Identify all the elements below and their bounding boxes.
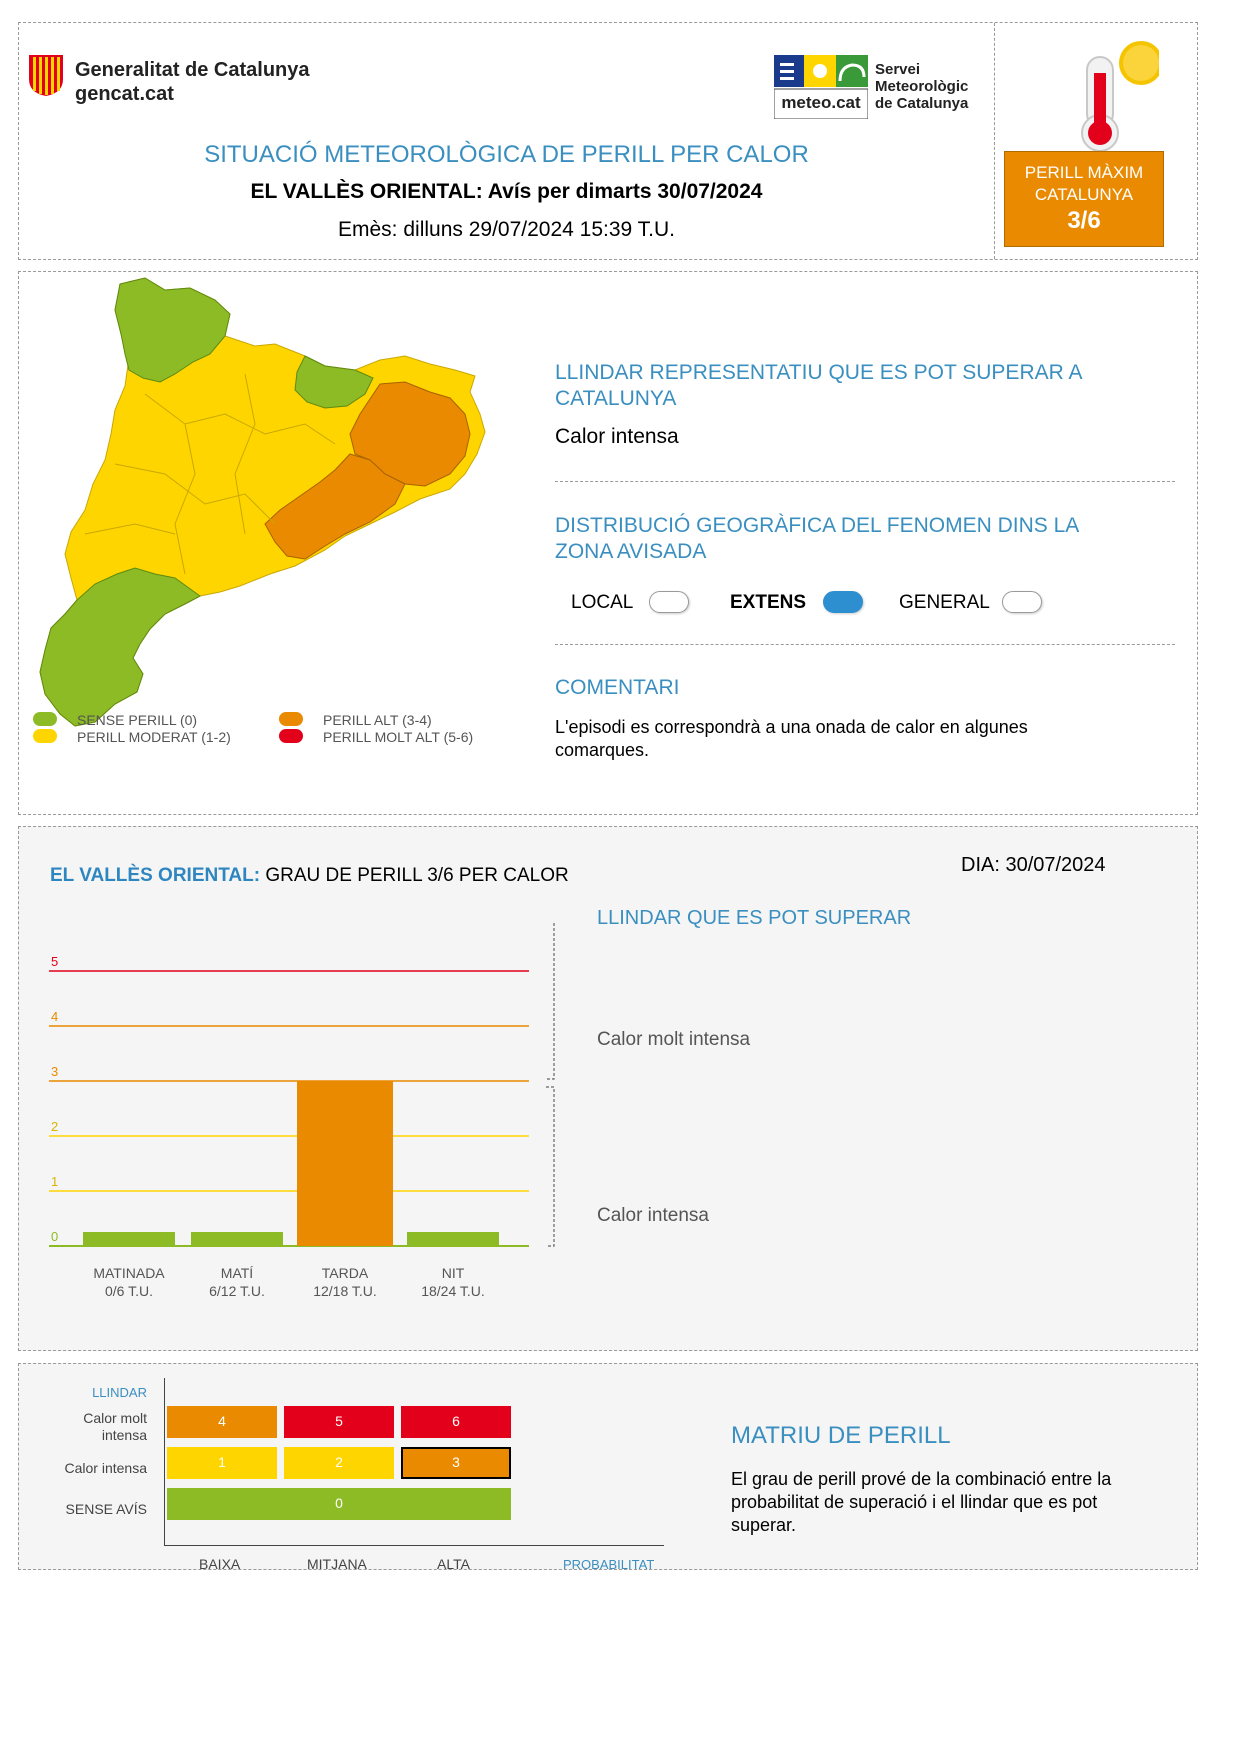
hazard-chart-panel: EL VALLÈS ORIENTAL: GRAU DE PERILL 3/6 P… — [18, 826, 1198, 1351]
matrix-cell-1: 1 — [167, 1447, 277, 1479]
x-tick-label: MATÍ — [221, 1265, 254, 1281]
threshold-title: LLINDAR REPRESENTATIU QUE ES POT SUPERAR… — [555, 361, 1082, 410]
meteo-service-name-line3: de Catalunya — [875, 95, 969, 112]
generalitat-logo-icon — [29, 55, 63, 96]
matrix-panel: LLINDAR Calor molt intensa Calor intensa… — [18, 1363, 1198, 1572]
bar-matinada — [83, 1232, 175, 1246]
matrix-cell-4: 4 — [167, 1406, 277, 1438]
matrix-cell-5: 5 — [284, 1406, 394, 1438]
x-tick-label: MATINADA — [93, 1265, 165, 1281]
matrix-row-label-3: SENSE AVÍS — [65, 1501, 147, 1517]
distribution-local-toggle[interactable] — [649, 591, 689, 613]
map-region-green-s — [39, 567, 201, 727]
bar-matí — [191, 1232, 283, 1246]
y-tick-label: 1 — [51, 1174, 58, 1189]
max-danger-badge: PERILL MÀXIM CATALUNYA 3/6 — [1004, 151, 1164, 247]
map-panel: SENSE PERILL (0) PERILL MODERAT (1-2) PE… — [18, 271, 1198, 815]
matrix-col-low: BAIXA — [199, 1556, 241, 1572]
distribution-extens-label: EXTENS — [730, 592, 807, 613]
matrix-title: MATRIU DE PERILL — [731, 1422, 951, 1449]
legend-label-very-high: PERILL MOLT ALT (5-6) — [323, 729, 474, 745]
max-danger-value: 3/6 — [1067, 207, 1101, 234]
y-tick-label: 3 — [51, 1064, 58, 1079]
legend-swatch-orange — [279, 712, 303, 726]
distribution-title: DISTRIBUCIÓ GEOGRÀFICA DEL FENOMEN DINS … — [555, 514, 1079, 563]
matrix-description: El grau de perill prové de la combinació… — [731, 1469, 1112, 1535]
meteo-service-name-line2: Meteorològic — [875, 78, 969, 95]
zone-name: EL VALLÈS ORIENTAL: — [250, 180, 483, 203]
map-region-green-nw — [114, 277, 231, 383]
legend-swatch-yellow — [33, 729, 57, 743]
distribution-general-label: GENERAL — [899, 592, 990, 613]
legend-label-moderate: PERILL MODERAT (1-2) — [77, 729, 231, 745]
matrix-cell-3-highlighted: 3 — [401, 1447, 511, 1479]
y-tick-label: 2 — [51, 1119, 58, 1134]
distribution-general-toggle[interactable] — [1002, 591, 1042, 613]
thermometer-sun-icon — [1081, 41, 1159, 152]
generalitat-url: gencat.cat — [75, 83, 174, 105]
bar-nit — [407, 1232, 499, 1246]
chart-day: DIA: 30/07/2024 — [961, 854, 1106, 876]
matrix-cell-0: 0 — [167, 1488, 511, 1520]
y-tick-label: 5 — [51, 954, 58, 969]
meteocat-logo-icon — [774, 55, 868, 119]
header-divider — [994, 23, 995, 259]
lower-threshold-bracket — [546, 1086, 555, 1247]
page-title: SITUACIÓ METEOROLÒGICA DE PERILL PER CAL… — [204, 141, 809, 168]
matrix-axis-y: LLINDAR — [92, 1385, 147, 1400]
map-region-green-ne — [294, 355, 374, 409]
y-tick-label: 0 — [51, 1229, 58, 1244]
issued-date: Emès: dilluns 29/07/2024 15:39 T.U. — [338, 218, 675, 241]
matrix-axis-x-line — [164, 1545, 664, 1546]
matrix-axis-y-line — [164, 1378, 165, 1546]
meteo-service-name: Servei Meteorològic de Catalunya — [875, 61, 995, 112]
matrix-col-medium: MITJANA — [307, 1556, 367, 1572]
upper-threshold-label: Calor molt intensa — [597, 1029, 751, 1050]
x-tick-sublabel: 6/12 T.U. — [209, 1283, 265, 1299]
chart-degree: GRAU DE PERILL 3/6 PER CALOR — [265, 865, 569, 886]
risk-matrix: LLINDAR Calor molt intensa Calor intensa… — [19, 1364, 664, 1572]
y-tick-label: 4 — [51, 1009, 58, 1024]
legend-swatch-green — [33, 712, 57, 726]
comment-text: L'episodi es correspondrà a una onada de… — [555, 717, 1028, 760]
distribution-local-label: LOCAL — [571, 592, 634, 613]
matrix-row-label-2: Calor intensa — [64, 1460, 148, 1476]
map-region-orange-center — [264, 453, 406, 560]
legend-label-none: SENSE PERILL (0) — [77, 712, 198, 728]
chart-zone: EL VALLÈS ORIENTAL: — [50, 865, 261, 886]
warning-date: Avís per dimarts 30/07/2024 — [487, 180, 763, 203]
meteocat-logo-text: meteo.cat — [781, 93, 861, 112]
legend-label-high: PERILL ALT (3-4) — [323, 712, 432, 728]
matrix-cell-6: 6 — [401, 1406, 511, 1438]
distribution-extens-toggle[interactable] — [823, 591, 863, 613]
zone-warning: EL VALLÈS ORIENTAL: Avís per dimarts 30/… — [19, 180, 994, 204]
x-tick-label: TARDA — [322, 1265, 369, 1281]
chart-heading: EL VALLÈS ORIENTAL: GRAU DE PERILL 3/6 P… — [50, 865, 569, 887]
generalitat-name: Generalitat de Catalunya — [75, 59, 310, 81]
matrix-axis-x: PROBABILITAT — [563, 1557, 655, 1572]
bar-tarda — [297, 1081, 393, 1246]
map-region-orange-ne — [349, 381, 471, 487]
threshold-value: Calor intensa — [555, 425, 679, 448]
max-danger-label2: CATALUNYA — [1034, 185, 1134, 204]
x-tick-sublabel: 0/6 T.U. — [105, 1283, 153, 1299]
matrix-row-label-1: Calor molt intensa — [83, 1410, 147, 1443]
section-divider — [555, 644, 1175, 645]
max-danger-label1: PERILL MÀXIM — [1024, 163, 1144, 182]
x-tick-label: NIT — [442, 1265, 465, 1281]
section-divider — [555, 481, 1175, 482]
header-panel: Generalitat de Catalunya gencat.cat mete… — [18, 22, 1198, 260]
chart-threshold-header: LLINDAR QUE ES POT SUPERAR — [597, 907, 912, 929]
lower-threshold-label: Calor intensa — [597, 1205, 709, 1226]
comment-title: COMENTARI — [555, 676, 680, 699]
x-tick-sublabel: 18/24 T.U. — [421, 1283, 485, 1299]
catalonia-map — [39, 277, 486, 727]
meteo-service-name-line1: Servei — [875, 61, 921, 78]
x-tick-sublabel: 12/18 T.U. — [313, 1283, 377, 1299]
legend-swatch-red — [279, 729, 303, 743]
upper-threshold-bracket — [546, 922, 555, 1080]
matrix-col-high: ALTA — [437, 1556, 470, 1572]
matrix-cell-2: 2 — [284, 1447, 394, 1479]
